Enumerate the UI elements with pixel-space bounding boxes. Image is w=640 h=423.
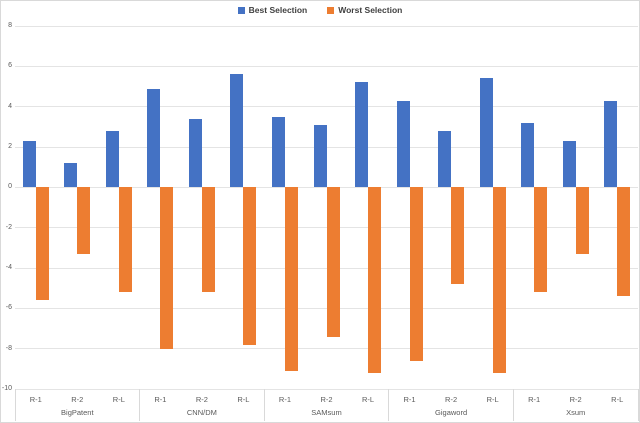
bar-best-selection [230,74,244,188]
bar-worst-selection [77,187,91,254]
category-label: R-1 [278,395,291,404]
y-axis-tick-label: -6 [5,304,12,312]
axis-group-separator [139,389,141,421]
group-label: Xsum [566,408,586,417]
y-axis-tick-label: -10 [1,385,12,392]
y-axis-tick-label: -8 [5,344,12,352]
bar-best-selection [562,140,576,188]
bar-worst-selection [451,187,465,285]
category-label: R-L [361,395,375,404]
y-axis-tick-label: 8 [8,22,12,29]
legend-item-best[interactable]: Best Selection [237,5,308,15]
axis-group-separator [14,389,16,421]
category-label: R-2 [71,395,84,404]
bar-best-selection [396,100,410,188]
category-label: R-1 [403,395,416,404]
category-label: R-L [486,395,499,404]
best-selection-swatch-icon [237,6,245,14]
category-label: R-1 [29,395,42,404]
bar-best-selection [64,163,78,188]
category-label: R-L [112,395,125,404]
bar-worst-selection [326,187,340,337]
bar-worst-selection [118,187,132,293]
bar-best-selection [105,130,119,188]
category-label: R-L [237,395,250,404]
bar-best-selection [438,130,452,188]
group-label: CNN/DM [186,408,217,417]
bar-worst-selection [201,187,215,293]
bar-worst-selection [409,187,423,361]
bar-worst-selection [35,187,49,301]
gridline [15,388,638,390]
bar-best-selection [147,88,161,188]
y-axis-tick-label: 2 [8,143,12,150]
y-axis-tick-label: 0 [8,183,12,191]
axis-group-separator [388,389,390,421]
category-label: R-2 [569,395,582,404]
gridline [15,65,638,67]
y-axis-tick-label: -4 [5,264,12,271]
gridline [15,106,638,108]
axis-group-separator [512,389,514,421]
category-label: R-2 [195,395,208,404]
group-label: Gigaword [435,408,468,417]
bar-best-selection [271,116,285,188]
bar-worst-selection [575,187,589,254]
bar-best-selection [188,118,202,188]
legend: Best Selection Worst Selection [1,5,639,15]
bar-worst-selection [160,187,174,349]
y-axis-tick-label: 4 [8,102,12,110]
axis-group-separator [637,389,639,421]
bar-best-selection [313,124,327,188]
y-axis-tick-label: 6 [8,62,12,70]
gridline [15,348,638,350]
category-label: R-L [611,395,624,404]
category-label: R-2 [445,395,458,404]
category-label: R-1 [528,395,541,404]
legend-item-worst[interactable]: Worst Selection [327,5,402,15]
category-label: R-2 [320,395,333,404]
bar-best-selection [22,140,36,188]
legend-label-best: Best Selection [248,5,308,15]
gridline [15,25,638,27]
axis-group-separator [263,389,265,421]
bar-worst-selection [617,187,631,297]
group-label: BigPatent [61,408,94,417]
bar-best-selection [521,122,535,188]
group-label: SAMsum [311,408,342,417]
bar-best-selection [355,82,369,188]
bar-worst-selection [284,187,298,371]
y-axis-tick-label: -2 [5,223,12,231]
bar-worst-selection [534,187,548,293]
bar-worst-selection [492,187,506,373]
gridline [15,146,638,148]
bar-best-selection [604,100,618,188]
worst-selection-swatch-icon [327,6,335,14]
category-label: R-1 [154,395,167,404]
legend-label-worst: Worst Selection [338,5,403,15]
bar-best-selection [479,78,493,188]
bar-worst-selection [368,187,382,373]
bar-worst-selection [243,187,257,345]
